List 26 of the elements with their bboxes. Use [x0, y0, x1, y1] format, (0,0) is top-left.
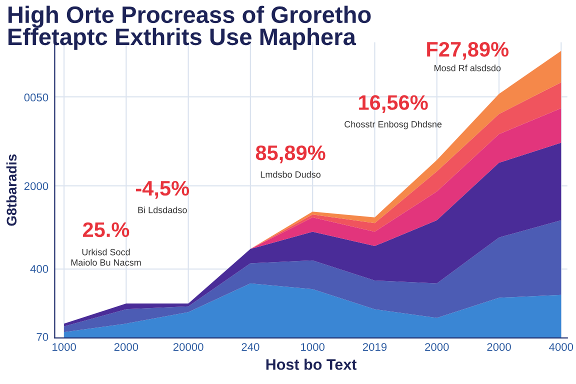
- x-tick-label: 240: [242, 343, 260, 351]
- x-tick-label: 4000: [549, 343, 574, 351]
- annotation: 85,89%: [256, 145, 326, 164]
- annotation: F27,89%: [427, 42, 509, 60]
- x-tick-label: 20000: [173, 343, 204, 351]
- annotation: Mosd Rf alsdsdo: [434, 64, 501, 72]
- text: 0050: [24, 94, 48, 102]
- chart-title: High Orte Procreass of Groretho Effetaptc Exthrits Use Maphera: [8, 6, 371, 50]
- x-tick-label: 2019: [362, 343, 387, 351]
- annotation: Urkisd Socd Maiolo Bu Nacsm: [71, 248, 141, 266]
- text: 2000: [24, 182, 48, 190]
- x-tick-label: 2000: [114, 343, 138, 351]
- text: 70: [36, 333, 48, 341]
- x-tick-label: 2000: [425, 343, 449, 351]
- annotation: -4,5%: [136, 180, 190, 199]
- annotation: Lmdsbo Dudso: [260, 171, 321, 178]
- text: 400: [30, 265, 48, 273]
- annotation: Bi Ldsdadso: [138, 206, 187, 214]
- y-axis-title: G8tbaradis: [6, 154, 17, 226]
- x-tick-label: 1000: [301, 343, 325, 351]
- annotation: Chosstr Enbosg Dhdsne: [344, 120, 442, 130]
- annotation: 16,56%: [359, 95, 428, 113]
- x-axis-title: Host bo Text: [266, 358, 357, 370]
- annotation: 25.%: [82, 222, 130, 238]
- x-tick-label: 2000: [487, 343, 511, 351]
- x-tick-label: 1000: [52, 343, 76, 351]
